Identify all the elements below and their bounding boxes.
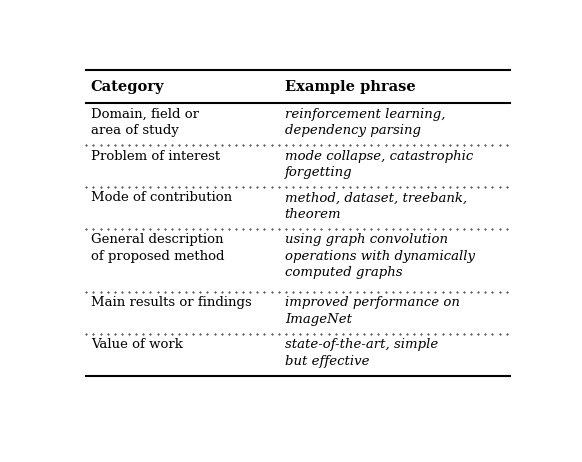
- Text: Example phrase: Example phrase: [285, 79, 416, 94]
- Text: Problem of interest: Problem of interest: [91, 150, 220, 163]
- Text: reinforcement learning,
dependency parsing: reinforcement learning, dependency parsi…: [285, 108, 445, 137]
- Text: state-of-the-art, simple
but effective: state-of-the-art, simple but effective: [285, 338, 438, 367]
- Text: Category: Category: [91, 79, 164, 94]
- Text: Value of work: Value of work: [91, 338, 183, 351]
- Text: mode collapse, catastrophic
forgetting: mode collapse, catastrophic forgetting: [285, 150, 473, 179]
- Text: Main results or findings: Main results or findings: [91, 296, 251, 309]
- Text: method, dataset, treebank,
theorem: method, dataset, treebank, theorem: [285, 191, 467, 221]
- Text: using graph convolution
operations with dynamically
computed graphs: using graph convolution operations with …: [285, 233, 475, 280]
- Text: Mode of contribution: Mode of contribution: [91, 191, 232, 205]
- Text: General description
of proposed method: General description of proposed method: [91, 233, 224, 263]
- Text: improved performance on
ImageNet: improved performance on ImageNet: [285, 296, 460, 326]
- Text: Domain, field or
area of study: Domain, field or area of study: [91, 108, 199, 137]
